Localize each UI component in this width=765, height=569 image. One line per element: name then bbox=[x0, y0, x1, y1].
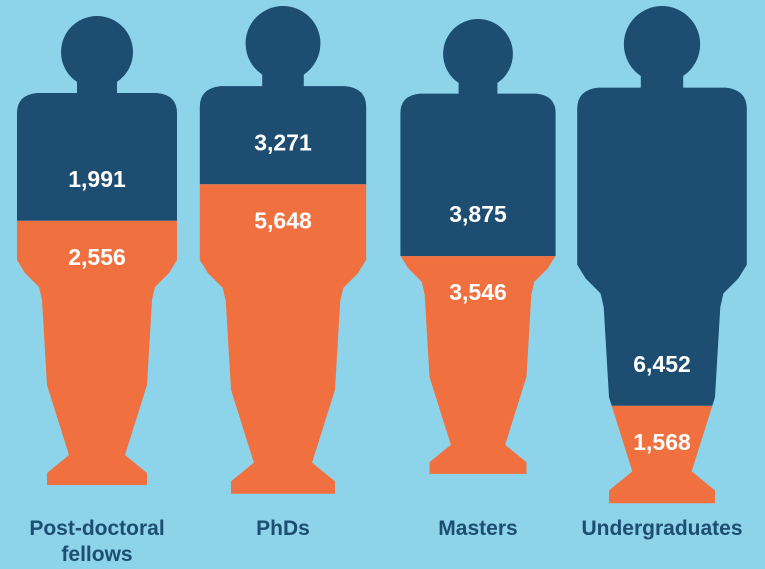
category-label: PhDs bbox=[256, 517, 310, 540]
value-label: 5,648 bbox=[254, 207, 312, 233]
category-label: Masters bbox=[438, 517, 518, 540]
figure-bottom-segment bbox=[577, 405, 747, 504]
value-label: 3,875 bbox=[449, 201, 507, 227]
value-label: 2,556 bbox=[68, 244, 126, 270]
figure-top-segment bbox=[577, 6, 747, 406]
value-label: 6,452 bbox=[633, 351, 691, 377]
value-label: 1,991 bbox=[68, 166, 126, 192]
category-label: Undergraduates bbox=[581, 517, 743, 540]
category-label: Post-doctoral fellows bbox=[29, 517, 165, 566]
value-label: 1,568 bbox=[633, 429, 691, 455]
value-label: 3,546 bbox=[449, 279, 507, 305]
value-label: 3,271 bbox=[254, 129, 312, 155]
figure-top-segment bbox=[199, 6, 367, 185]
